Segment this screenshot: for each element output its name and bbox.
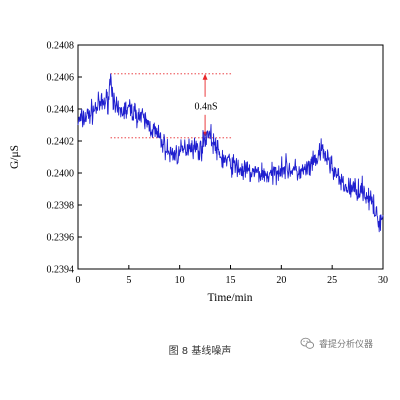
- y-tick-label: 0.2402: [47, 137, 75, 148]
- annotation-label: 0.4nS: [195, 101, 218, 112]
- annotation-arrowhead-up: [202, 73, 208, 80]
- watermark-text: 睿提分析仪器: [319, 340, 374, 350]
- x-tick-label: 30: [378, 275, 388, 286]
- y-tick-label: 0.2394: [47, 265, 75, 276]
- x-tick-label: 0: [76, 275, 81, 286]
- plot-frame: [77, 44, 384, 270]
- chart: 0 5 10 15 20 25 30 0.2394 0.2396 0.2398 0.2400 0.24…: [9, 41, 389, 305]
- y-axis-title: G/μS: [9, 145, 21, 169]
- y-tick-label: 0.2408: [47, 41, 75, 52]
- y-tick-label: 0.2406: [47, 73, 75, 84]
- y-tick-label: 0.2396: [47, 233, 75, 244]
- series-line: [77, 73, 384, 233]
- x-tick-label: 25: [327, 275, 337, 286]
- x-axis-title: Time/min: [208, 292, 253, 304]
- x-tick-label: 10: [175, 275, 185, 286]
- y-tick-label: 0.2404: [47, 105, 75, 116]
- wechat-logo-icon: [300, 337, 315, 349]
- figure-caption: 图 8 基线噪声: [168, 346, 232, 357]
- x-tick-label: 15: [226, 275, 236, 286]
- x-tick-label: 5: [126, 275, 131, 286]
- x-tick-label: 20: [276, 275, 286, 286]
- y-tick-label: 0.2398: [47, 201, 75, 212]
- watermark: 睿提分析仪器: [300, 336, 373, 351]
- axis-ticks: 0 5 10 15 20 25 30 0.2394 0.2396 0.2398 0.2400 0.24…: [47, 41, 389, 287]
- y-tick-label: 0.2400: [47, 169, 75, 180]
